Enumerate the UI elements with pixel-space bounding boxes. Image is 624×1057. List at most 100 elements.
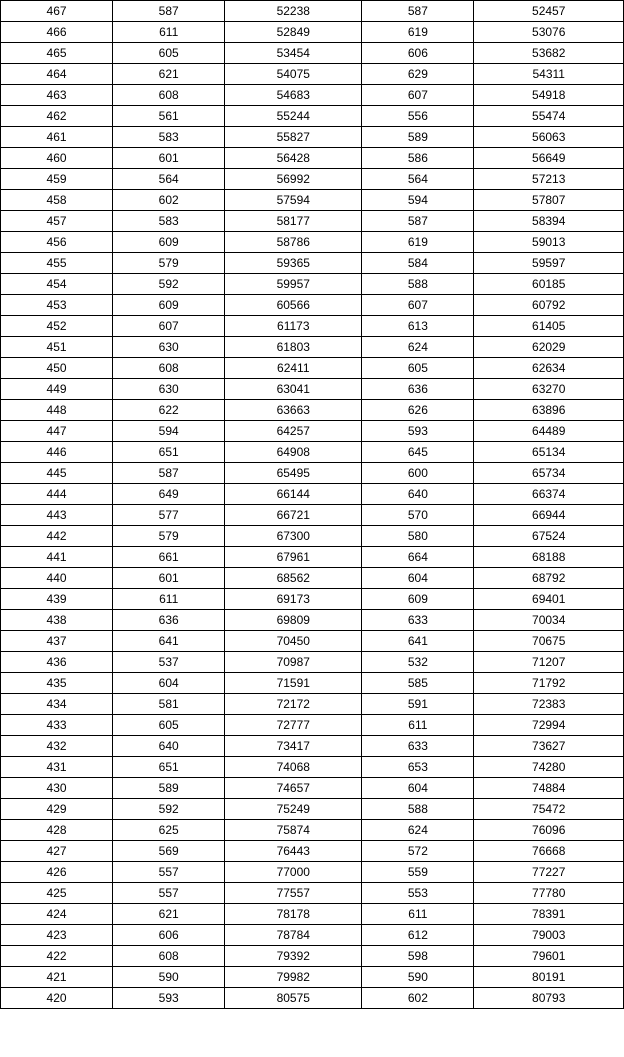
table-cell: 65734: [474, 463, 624, 484]
table-row: 4475946425759364489: [1, 421, 624, 442]
table-cell: 589: [362, 127, 474, 148]
table-cell: 612: [362, 925, 474, 946]
table-cell: 626: [362, 400, 474, 421]
table-cell: 588: [362, 799, 474, 820]
table-row: 4666115284961953076: [1, 22, 624, 43]
table-cell: 621: [113, 64, 225, 85]
table-cell: 605: [113, 715, 225, 736]
table-cell: 624: [362, 337, 474, 358]
table-cell: 69173: [225, 589, 362, 610]
table-cell: 448: [1, 400, 113, 421]
table-cell: 661: [113, 547, 225, 568]
table-row: 4396116917360969401: [1, 589, 624, 610]
table-cell: 590: [113, 967, 225, 988]
table-cell: 589: [113, 778, 225, 799]
table-cell: 62634: [474, 358, 624, 379]
table-cell: 57213: [474, 169, 624, 190]
table-cell: 653: [362, 757, 474, 778]
table-row: 4265577700055977227: [1, 862, 624, 883]
table-cell: 421: [1, 967, 113, 988]
table-cell: 54918: [474, 85, 624, 106]
table-cell: 611: [113, 22, 225, 43]
table-row: 4516306180362462029: [1, 337, 624, 358]
table-cell: 76668: [474, 841, 624, 862]
table-cell: 56428: [225, 148, 362, 169]
table-cell: 69809: [225, 610, 362, 631]
table-cell: 61405: [474, 316, 624, 337]
table-cell: 80191: [474, 967, 624, 988]
table-cell: 77557: [225, 883, 362, 904]
table-cell: 609: [113, 295, 225, 316]
table-row: 4675875223858752457: [1, 1, 624, 22]
table-cell: 561: [113, 106, 225, 127]
table-row: 4625615524455655474: [1, 106, 624, 127]
data-table-container: 4675875223858752457466611528496195307646…: [0, 0, 624, 1009]
table-cell: 422: [1, 946, 113, 967]
table-cell: 72383: [474, 694, 624, 715]
table-cell: 557: [113, 883, 225, 904]
table-cell: 64908: [225, 442, 362, 463]
table-cell: 592: [113, 799, 225, 820]
table-row: 4526076117361361405: [1, 316, 624, 337]
table-row: 4386366980963370034: [1, 610, 624, 631]
table-row: 4316517406865374280: [1, 757, 624, 778]
table-cell: 604: [113, 673, 225, 694]
table-cell: 460: [1, 148, 113, 169]
table-row: 4566095878661959013: [1, 232, 624, 253]
table-cell: 52238: [225, 1, 362, 22]
table-cell: 74884: [474, 778, 624, 799]
table-cell: 71207: [474, 652, 624, 673]
table-cell: 594: [362, 190, 474, 211]
table-cell: 641: [362, 631, 474, 652]
table-cell: 59365: [225, 253, 362, 274]
table-cell: 446: [1, 442, 113, 463]
table-cell: 630: [113, 337, 225, 358]
table-cell: 572: [362, 841, 474, 862]
table-cell: 457: [1, 211, 113, 232]
table-cell: 68792: [474, 568, 624, 589]
table-cell: 577: [113, 505, 225, 526]
table-cell: 76443: [225, 841, 362, 862]
table-row: 4376417045064170675: [1, 631, 624, 652]
table-cell: 456: [1, 232, 113, 253]
table-cell: 65134: [474, 442, 624, 463]
table-cell: 445: [1, 463, 113, 484]
table-cell: 56063: [474, 127, 624, 148]
table-cell: 52849: [225, 22, 362, 43]
table-cell: 78178: [225, 904, 362, 925]
table-cell: 621: [113, 904, 225, 925]
table-row: 4425796730058067524: [1, 526, 624, 547]
table-cell: 79392: [225, 946, 362, 967]
table-row: 4496306304163663270: [1, 379, 624, 400]
table-cell: 75874: [225, 820, 362, 841]
table-row: 4455876549560065734: [1, 463, 624, 484]
table-cell: 601: [113, 148, 225, 169]
table-cell: 53454: [225, 43, 362, 64]
table-cell: 427: [1, 841, 113, 862]
table-cell: 593: [113, 988, 225, 1009]
table-cell: 532: [362, 652, 474, 673]
table-cell: 586: [362, 148, 474, 169]
table-cell: 430: [1, 778, 113, 799]
table-cell: 66944: [474, 505, 624, 526]
table-cell: 423: [1, 925, 113, 946]
table-cell: 557: [113, 862, 225, 883]
table-cell: 73627: [474, 736, 624, 757]
table-cell: 61173: [225, 316, 362, 337]
table-cell: 60792: [474, 295, 624, 316]
table-cell: 77227: [474, 862, 624, 883]
table-row: 4656055345460653682: [1, 43, 624, 64]
table-cell: 57594: [225, 190, 362, 211]
table-cell: 452: [1, 316, 113, 337]
table-cell: 633: [362, 736, 474, 757]
table-cell: 463: [1, 85, 113, 106]
table-cell: 65495: [225, 463, 362, 484]
table-cell: 71591: [225, 673, 362, 694]
table-cell: 53682: [474, 43, 624, 64]
table-cell: 606: [113, 925, 225, 946]
table-cell: 58394: [474, 211, 624, 232]
table-cell: 435: [1, 673, 113, 694]
table-cell: 447: [1, 421, 113, 442]
table-cell: 636: [362, 379, 474, 400]
table-cell: 66144: [225, 484, 362, 505]
